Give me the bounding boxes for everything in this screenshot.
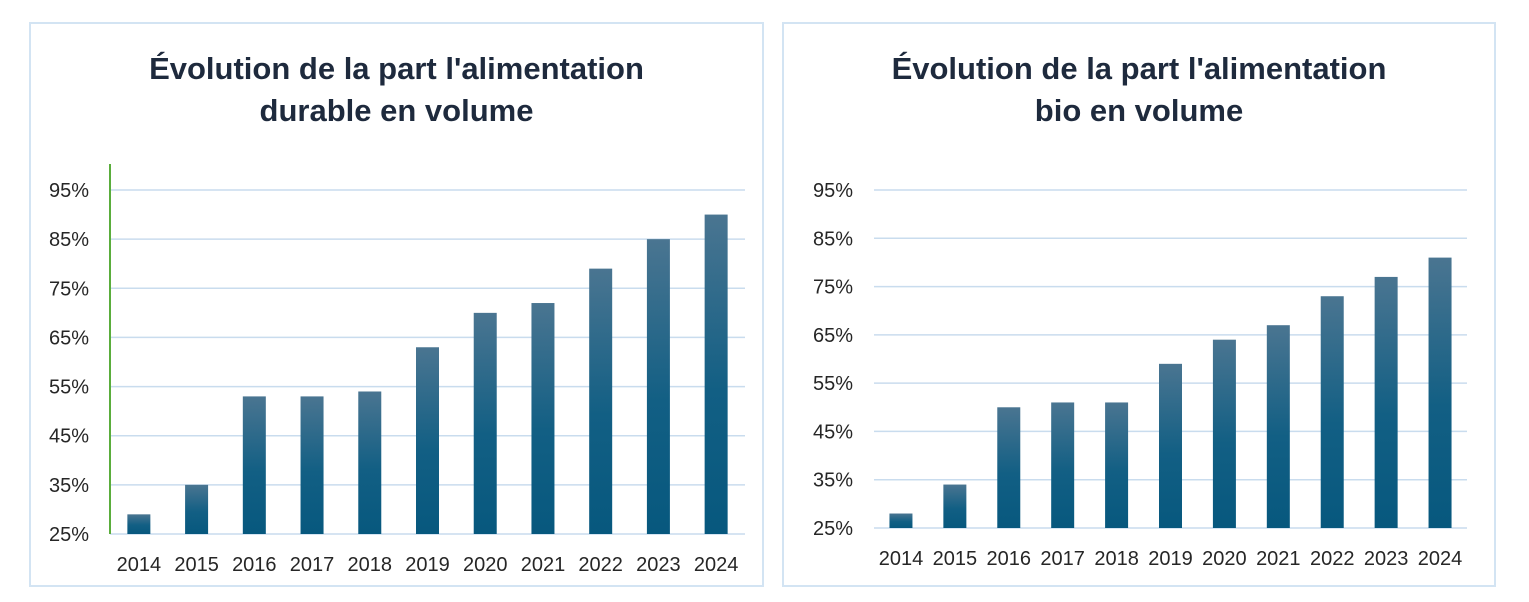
chart-title-line-2: durable en volume bbox=[259, 93, 534, 128]
bar-2020 bbox=[473, 312, 497, 534]
x-tick-label: 2017 bbox=[290, 554, 335, 576]
y-tick-label: 65% bbox=[813, 325, 853, 347]
y-tick-label: 55% bbox=[813, 373, 853, 395]
bar-2022 bbox=[589, 268, 613, 534]
x-tick-label: 2022 bbox=[578, 554, 623, 576]
x-tick-label: 2021 bbox=[521, 554, 566, 576]
bar-2015 bbox=[943, 484, 967, 528]
x-tick-label: 2015 bbox=[174, 554, 219, 576]
x-tick-label: 2020 bbox=[1202, 548, 1247, 570]
x-tick-label: 2019 bbox=[1148, 548, 1193, 570]
x-tick-label: 2018 bbox=[1094, 548, 1139, 570]
x-tick-label: 2023 bbox=[636, 554, 681, 576]
bar-2018 bbox=[358, 391, 382, 534]
y-tick-label: 25% bbox=[813, 518, 853, 540]
bar-2017 bbox=[1051, 402, 1075, 528]
x-tick-label: 2024 bbox=[694, 554, 739, 576]
chart-title-line-2: bio en volume bbox=[1034, 93, 1244, 128]
chart-title-line-1: Évolution de la part l'alimentation bbox=[149, 51, 644, 86]
y-tick-label: 55% bbox=[49, 377, 89, 399]
bar-2018 bbox=[1105, 402, 1129, 528]
x-tick-label: 2017 bbox=[1040, 548, 1085, 570]
bar-chart-durable: 25% 35% 45% 55% 65% 75% 85% 95% 2014 2015 2016 2017… bbox=[49, 164, 745, 576]
bar-2024 bbox=[704, 214, 728, 535]
x-tick-label: 2019 bbox=[405, 554, 450, 576]
bar-2022 bbox=[1320, 296, 1344, 528]
bar-2014 bbox=[127, 514, 151, 534]
bar-2021 bbox=[1266, 325, 1290, 528]
y-tick-label: 35% bbox=[49, 475, 89, 497]
x-tick-label: 2023 bbox=[1364, 548, 1409, 570]
y-tick-label: 75% bbox=[813, 277, 853, 299]
chart-title: Évolution de la part l'alimentation dura… bbox=[31, 48, 762, 132]
bar-2023 bbox=[1374, 276, 1398, 528]
bar-2020 bbox=[1212, 339, 1236, 528]
bar-2019 bbox=[1159, 363, 1182, 528]
bar-chart-bio: 25% 35% 45% 55% 65% 75% 85% 95% 2014 2015 2016 2017… bbox=[813, 180, 1467, 570]
chart-panel-durable: Évolution de la part l'alimentation dura… bbox=[29, 22, 764, 587]
y-tick-label: 95% bbox=[813, 180, 853, 202]
y-tick-label: 45% bbox=[49, 426, 89, 448]
bar-2016 bbox=[242, 396, 266, 534]
x-tick-label: 2022 bbox=[1310, 548, 1355, 570]
x-tick-label: 2016 bbox=[232, 554, 277, 576]
bar-2015 bbox=[185, 484, 209, 534]
y-tick-label: 85% bbox=[49, 229, 89, 251]
bar-2024 bbox=[1428, 257, 1452, 528]
bar-2019 bbox=[416, 347, 439, 534]
chart-panel-bio: Évolution de la part l'alimentation bio … bbox=[782, 22, 1496, 587]
y-tick-label: 35% bbox=[813, 470, 853, 492]
chart-title: Évolution de la part l'alimentation bio … bbox=[784, 48, 1494, 132]
bar-2014 bbox=[889, 513, 913, 528]
x-tick-label: 2021 bbox=[1256, 548, 1301, 570]
y-tick-label: 85% bbox=[813, 228, 853, 250]
x-tick-label: 2014 bbox=[879, 548, 924, 570]
y-tick-label: 95% bbox=[49, 180, 89, 202]
y-tick-label: 25% bbox=[49, 524, 89, 546]
chart-title-line-1: Évolution de la part l'alimentation bbox=[891, 51, 1387, 86]
x-tick-label: 2018 bbox=[348, 554, 393, 576]
y-tick-label: 45% bbox=[813, 421, 853, 443]
x-tick-label: 2020 bbox=[463, 554, 508, 576]
y-tick-label: 65% bbox=[49, 327, 89, 349]
y-tick-label: 75% bbox=[49, 278, 89, 300]
bar-2023 bbox=[646, 239, 670, 534]
x-tick-label: 2024 bbox=[1418, 548, 1463, 570]
x-tick-label: 2014 bbox=[117, 554, 162, 576]
bar-2017 bbox=[300, 396, 324, 534]
bar-2016 bbox=[997, 407, 1021, 528]
x-tick-label: 2016 bbox=[987, 548, 1032, 570]
bar-2021 bbox=[531, 303, 555, 534]
x-tick-label: 2015 bbox=[933, 548, 978, 570]
